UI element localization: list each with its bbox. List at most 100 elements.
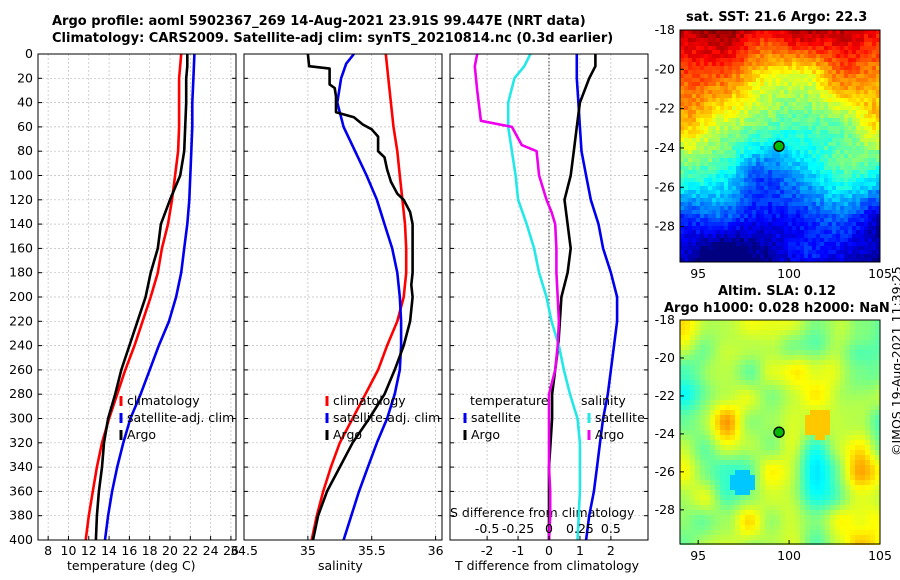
sst_map-cell: [764, 194, 768, 198]
sst_map-cell: [840, 46, 844, 50]
sst_map-cell: [796, 178, 800, 182]
sla_map-cell: [810, 420, 815, 425]
sla_map-cell: [700, 445, 705, 450]
sst_map-cell: [812, 206, 816, 210]
sst_map-cell: [752, 98, 756, 102]
sst_map-cell: [764, 42, 768, 46]
sst_map-cell: [680, 230, 684, 234]
sst_map-cell: [788, 102, 792, 106]
sst_map-cell: [848, 258, 852, 262]
sst_map-cell: [792, 234, 796, 238]
sst_map-cell: [680, 34, 684, 38]
sla_map-cell: [740, 405, 745, 410]
sst_map-cell: [760, 250, 764, 254]
sst_map-cell: [788, 214, 792, 218]
sst_map-cell: [752, 202, 756, 206]
sst_map-cell: [760, 42, 764, 46]
sst_map-cell: [860, 158, 864, 162]
sla_map-cell: [690, 320, 695, 325]
sst_map-cell: [760, 198, 764, 202]
sla_map-cell: [855, 365, 860, 370]
sst_map-cell: [732, 66, 736, 70]
sla_map-cell: [730, 530, 735, 535]
sla_map-cell: [800, 390, 805, 395]
sla_map-cell: [730, 475, 735, 480]
sst_map-cell: [804, 30, 808, 34]
sst_map-cell: [748, 138, 752, 142]
sst_map-cell: [704, 226, 708, 230]
sst_map-cell: [792, 130, 796, 134]
sst_map-cell: [792, 114, 796, 118]
sst_map-cell: [720, 210, 724, 214]
sla_map-cell: [700, 370, 705, 375]
sla_map-cell: [730, 435, 735, 440]
sst_map-cell: [704, 238, 708, 242]
sst_map-cell: [692, 214, 696, 218]
sla_map-cell: [875, 435, 880, 440]
sla_map-cell: [835, 455, 840, 460]
sla_map-cell: [710, 320, 715, 325]
sst_map-cell: [784, 254, 788, 258]
sst_map-cell: [840, 122, 844, 126]
sla_map-cell: [770, 515, 775, 520]
sst_map-cell: [848, 82, 852, 86]
sst_map-cell: [764, 234, 768, 238]
sla_map-cell: [735, 480, 740, 485]
sst_map-cell: [704, 154, 708, 158]
sst_map-cell: [816, 50, 820, 54]
sst_map-cell: [828, 58, 832, 62]
sla_map-cell: [845, 325, 850, 330]
sla_map-cell: [690, 505, 695, 510]
sla_map-cell: [840, 510, 845, 515]
sla_map-cell: [815, 530, 820, 535]
sst_map-cell: [772, 62, 776, 66]
sla_map-cell: [750, 360, 755, 365]
sst_map-cell: [876, 90, 880, 94]
sst_map-cell: [732, 218, 736, 222]
sla_map-cell: [775, 400, 780, 405]
sla_map-cell: [845, 435, 850, 440]
sst_map-cell: [768, 250, 772, 254]
sst_map-cell: [864, 226, 868, 230]
sst_map-cell: [816, 158, 820, 162]
sst_map-cell: [696, 162, 700, 166]
sla_map-cell: [795, 375, 800, 380]
sst_map-cell: [788, 242, 792, 246]
sla_map-cell: [860, 340, 865, 345]
sst_map-cell: [720, 42, 724, 46]
sst_map-cell: [680, 58, 684, 62]
sla_map-cell: [790, 485, 795, 490]
sst_map-cell: [716, 242, 720, 246]
sla_map-cell: [770, 440, 775, 445]
sst_map-cell: [708, 202, 712, 206]
sla_map-cell: [765, 520, 770, 525]
sst_map-cell: [780, 186, 784, 190]
sst_map-cell: [776, 182, 780, 186]
sla_map-cell: [765, 395, 770, 400]
sst_map-cell: [788, 250, 792, 254]
sst_map-cell: [732, 114, 736, 118]
sst_map-cell: [724, 190, 728, 194]
sla_map-cell: [685, 450, 690, 455]
sla_map-cell: [775, 395, 780, 400]
sla_map-cell: [715, 425, 720, 430]
sst_map-cell: [684, 254, 688, 258]
sst_map-cell: [720, 218, 724, 222]
figure-title-line2: Climatology: CARS2009. Satellite-adj cli…: [52, 31, 614, 46]
sst_map-cell: [868, 42, 872, 46]
sst_map-cell: [744, 126, 748, 130]
sst_map-cell: [864, 38, 868, 42]
sla_map-cell: [715, 320, 720, 325]
sst_map-cell: [716, 174, 720, 178]
sla_map-cell: [825, 495, 830, 500]
sla_map-cell: [685, 395, 690, 400]
sla_map-cell: [845, 320, 850, 325]
sst_map-cell: [872, 238, 876, 242]
sst_map-cell: [708, 242, 712, 246]
sst_map-cell: [796, 134, 800, 138]
sst_map-cell: [760, 230, 764, 234]
sst_map-cell: [740, 254, 744, 258]
sst_map-cell: [724, 230, 728, 234]
sst_map-cell: [844, 62, 848, 66]
sst_map-cell: [824, 142, 828, 146]
